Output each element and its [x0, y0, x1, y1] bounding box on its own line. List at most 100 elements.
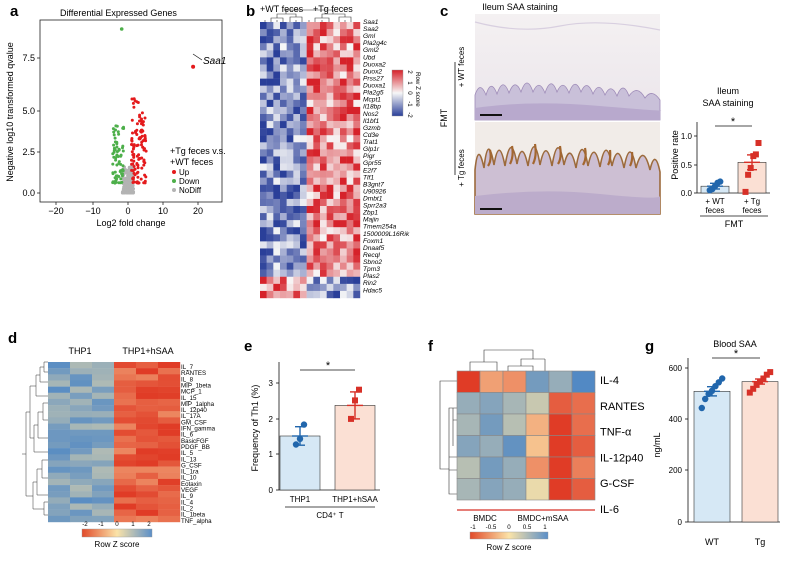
heatmap-cell [333, 142, 341, 150]
heatmap-cell [92, 386, 115, 393]
heatmap-cell [286, 99, 294, 108]
col-label-bmdc: BMDC [473, 514, 497, 523]
volcano-point [130, 137, 134, 140]
volcano-point [144, 139, 148, 143]
heatmap-cell [313, 92, 321, 101]
gene-label: IL_1ra [181, 469, 199, 476]
volcano-point [121, 177, 125, 181]
heatmap-cell [293, 191, 301, 200]
heatmap-cell [346, 290, 354, 299]
heatmap-cell [136, 442, 159, 449]
heatmap-cell [353, 99, 361, 108]
volcano-point [132, 97, 136, 101]
heatmap-cell [333, 170, 341, 178]
heatmap-cell [346, 255, 354, 263]
heatmap-cell [48, 374, 71, 381]
volcano-point [141, 145, 145, 149]
heatmap-cell [300, 22, 307, 30]
heatmap-cell [92, 478, 115, 486]
heatmap-cell [293, 283, 301, 292]
gene-label: IL_6 [181, 432, 194, 439]
row-dendrogram-f [439, 380, 457, 495]
row-dendrogram-d [22, 361, 48, 516]
heatmap-cell [273, 78, 281, 86]
heatmap-cell [326, 156, 334, 164]
gene-label: Gml2 [363, 47, 379, 54]
volcano-point [131, 183, 135, 187]
volcano-point [114, 174, 118, 178]
heatmap-cell [136, 429, 159, 437]
heatmap-cell [326, 36, 334, 44]
gene-label: Dnaaf5 [363, 245, 385, 252]
heatmap-cell [48, 509, 71, 517]
heatmap-cell [293, 149, 301, 157]
heatmap-cell [353, 262, 361, 270]
volcano-point [112, 133, 116, 137]
heatmap-cell [326, 163, 334, 171]
bar-g-yticks: 0 200 400 600 [669, 364, 688, 527]
data-point [702, 395, 709, 403]
heatmap-cell [48, 454, 71, 461]
heatmap-f [456, 370, 596, 501]
heatmap-cell [266, 22, 274, 30]
heatmap-cell [333, 50, 341, 58]
heatmap-f-scale-tick: 0.5 [523, 524, 532, 531]
volcano-ytick: 5.0 [22, 106, 35, 116]
bar-g-xtick: Tg [755, 537, 766, 547]
heatmap-cell [260, 269, 267, 277]
heatmap-cell [136, 368, 159, 375]
heatmap-cell [136, 491, 159, 498]
data-point [753, 381, 760, 388]
heatmap-cell [320, 106, 327, 115]
volcano-point [143, 136, 147, 140]
heatmap-cell [571, 370, 596, 393]
heatmap-cell [300, 191, 307, 200]
gene-label: Sprr2a3 [363, 203, 387, 210]
heatmap-cell [340, 241, 347, 249]
heatmap-cell [266, 149, 274, 157]
heatmap-cell [346, 36, 354, 44]
heatmap-cell [353, 29, 361, 37]
heatmap-cell [293, 71, 301, 79]
heatmap-cell [306, 43, 314, 51]
heatmap-cell [548, 413, 573, 436]
heatmap-f-gene-labels: IL-4 RANTES TNF-α IL-12p40 G-CSF IL-6 [600, 375, 645, 516]
heatmap-cell [571, 435, 596, 458]
heatmap-cell [300, 213, 307, 221]
heatmap-cell [326, 220, 334, 228]
gene-label: Saa2 [363, 26, 379, 33]
gene-label: Foxm1 [363, 238, 383, 245]
heatmap-cell [114, 448, 137, 455]
volcano-point [135, 154, 139, 158]
column-dendrogram-f [469, 349, 546, 371]
col-label-thp1: THP1 [68, 346, 91, 356]
gene-label: IL_2 [181, 506, 194, 513]
heatmap-cell [266, 92, 274, 101]
volcano-xtick: −10 [85, 206, 100, 216]
heatmap-cell [346, 283, 354, 292]
bar-e-ytick: 2 [269, 415, 274, 424]
gene-label: IL_13 [181, 456, 197, 463]
heatmap-cell [333, 220, 341, 228]
heatmap-cell [260, 163, 267, 171]
bar-c-ytick: 0.0 [681, 189, 693, 198]
volcano-point [130, 150, 134, 154]
heatmap-cell [280, 248, 287, 256]
volcano-xtick: 10 [158, 206, 168, 216]
gene-label: Tlf1 [363, 174, 374, 181]
heatmap-cell [293, 43, 301, 51]
heatmap-cell [300, 227, 307, 235]
heatmap-cell [340, 57, 347, 65]
heatmap-cell [333, 177, 341, 185]
volcano-ylabel: Negative log10 transformed qvalue [5, 42, 15, 182]
heatmap-cell [280, 114, 287, 122]
heatmap-cell [306, 135, 314, 143]
heatmap-cell [158, 454, 181, 461]
volcano-point [121, 172, 124, 176]
heatmap-cell [92, 472, 115, 480]
heatmap-cell [48, 497, 71, 504]
heatmap-cell [266, 213, 274, 221]
heatmap-cell [266, 283, 274, 292]
heatmap-cell [313, 170, 321, 178]
